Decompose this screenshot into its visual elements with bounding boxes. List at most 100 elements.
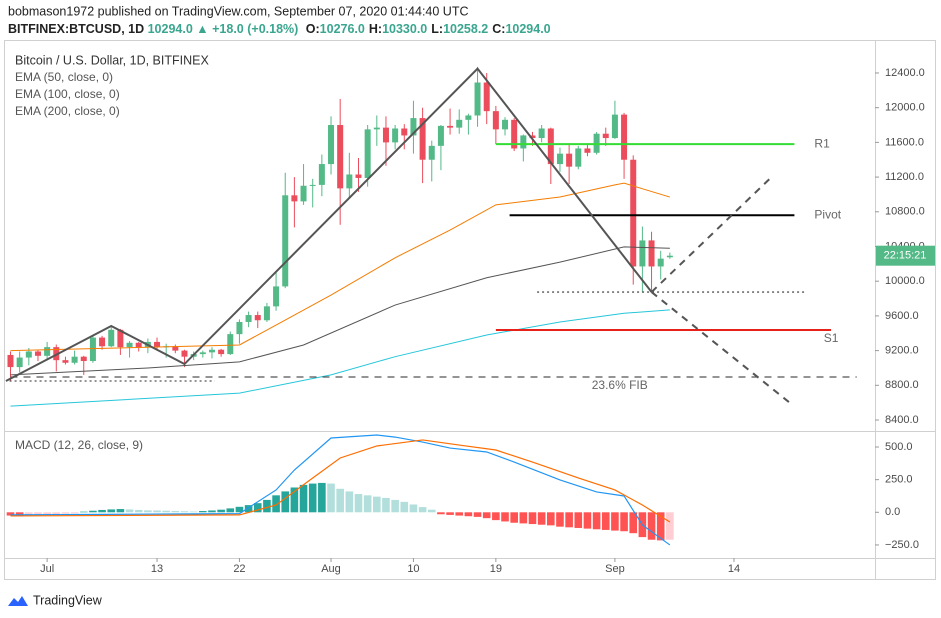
- candle-body: [428, 145, 435, 160]
- level-label: Pivot: [814, 207, 841, 221]
- histogram-bar: [153, 510, 161, 513]
- histogram-bar: [263, 499, 271, 513]
- candle-body: [648, 240, 655, 267]
- candle-body: [465, 115, 472, 120]
- candle-body: [227, 334, 234, 355]
- candle-body: [309, 184, 316, 186]
- y-tick-label: 12400.0: [885, 67, 925, 79]
- x-tick-label: Jul: [40, 563, 54, 575]
- candle-body: [236, 321, 243, 335]
- candle-body: [108, 329, 115, 347]
- y-tick-label: 250.0: [885, 474, 913, 486]
- histogram-bar: [492, 512, 500, 521]
- candle-body: [117, 329, 124, 348]
- histogram-bar: [208, 510, 216, 513]
- candle-body: [566, 153, 573, 167]
- ohlc-value: 10276.0: [320, 22, 365, 36]
- candle-body: [419, 118, 426, 160]
- candle-body: [80, 356, 87, 362]
- histogram-bar: [537, 512, 546, 525]
- histogram-bar: [125, 509, 134, 513]
- x-tick-label: 22: [233, 563, 245, 575]
- chart-title: Bitcoin / U.S. Dollar, 1D, BITFINEX: [15, 53, 209, 67]
- candle-body: [218, 349, 225, 355]
- candle-body: [382, 127, 389, 143]
- candle-body: [538, 128, 545, 139]
- candle-body: [71, 356, 78, 363]
- candle-body: [602, 133, 609, 139]
- histogram-bar: [162, 510, 170, 513]
- histogram-bar: [473, 512, 482, 517]
- candle-body: [154, 341, 161, 348]
- level-label: S1: [824, 331, 839, 345]
- macd-line: [10, 439, 671, 523]
- histogram-bar: [226, 508, 235, 513]
- candle-body: [437, 125, 444, 146]
- histogram-bar: [592, 512, 601, 530]
- candle-body: [328, 125, 335, 165]
- logo-icon: [8, 596, 28, 606]
- candle-body: [666, 255, 673, 258]
- candle-body: [199, 352, 206, 355]
- ohlc-key: O:: [306, 22, 320, 36]
- candle-body: [346, 174, 353, 189]
- ema-line: [10, 182, 671, 352]
- histogram-bar: [199, 510, 207, 513]
- countdown: 22:15:21: [884, 250, 927, 262]
- candle-body: [373, 127, 380, 130]
- brand: TradingView: [33, 593, 103, 607]
- trend-line: [5, 67, 653, 382]
- candle-body: [529, 135, 536, 139]
- candle-body: [62, 360, 69, 363]
- histogram-bar: [98, 509, 106, 513]
- candle-body: [135, 342, 142, 348]
- candle-body: [410, 118, 417, 136]
- candle-body: [126, 342, 133, 348]
- histogram-bar: [34, 512, 42, 516]
- histogram-bar: [299, 484, 308, 513]
- symbol-line: BITFINEX:BTCUSD, 1D 10294.0 ▲ +18.0 (+0.…: [8, 22, 551, 36]
- candle-body: [300, 185, 307, 202]
- candle-body: [456, 119, 463, 128]
- histogram-bar: [144, 510, 152, 513]
- x-tick-label: 13: [151, 563, 163, 575]
- candle-body: [89, 337, 96, 362]
- x-tick-label: 10: [407, 563, 419, 575]
- histogram-bar: [455, 512, 464, 516]
- histogram-bar: [418, 507, 427, 513]
- histogram-bar: [354, 494, 363, 513]
- histogram-bar: [510, 512, 518, 523]
- candle-body: [34, 351, 41, 356]
- histogram-bar: [25, 512, 33, 516]
- histogram-bar: [345, 491, 354, 513]
- histogram-bar: [79, 511, 88, 513]
- candle-body: [657, 258, 664, 267]
- histogram-bar: [327, 483, 335, 513]
- histogram-bar: [556, 512, 564, 527]
- ema-line: [10, 246, 670, 376]
- histogram-bar: [89, 510, 97, 513]
- histogram-bar: [482, 512, 491, 519]
- candle-body: [392, 128, 399, 143]
- candle-body: [208, 349, 215, 353]
- candle-body: [245, 315, 252, 322]
- histogram-bar: [180, 511, 189, 513]
- trend-line: [650, 177, 772, 293]
- candle-body: [263, 306, 270, 321]
- publish-line: bobmason1972 published on TradingView.co…: [8, 4, 469, 18]
- y-tick-label: 0.0: [885, 506, 900, 518]
- candle-body: [639, 240, 646, 267]
- histogram-bar: [373, 496, 381, 513]
- logo: TradingView: [8, 593, 103, 607]
- frame: [4, 40, 936, 580]
- histogram-bar: [547, 512, 555, 526]
- macd-line: [10, 434, 671, 546]
- ohlc-value: 10258.2: [443, 22, 488, 36]
- histogram-bar: [583, 512, 592, 529]
- y-tick-label: 9600.0: [885, 310, 919, 322]
- histogram-bar: [464, 512, 473, 517]
- histogram-bar: [116, 509, 125, 513]
- histogram-bar: [290, 487, 299, 513]
- histogram-bar: [272, 495, 280, 513]
- candle-body: [584, 148, 591, 153]
